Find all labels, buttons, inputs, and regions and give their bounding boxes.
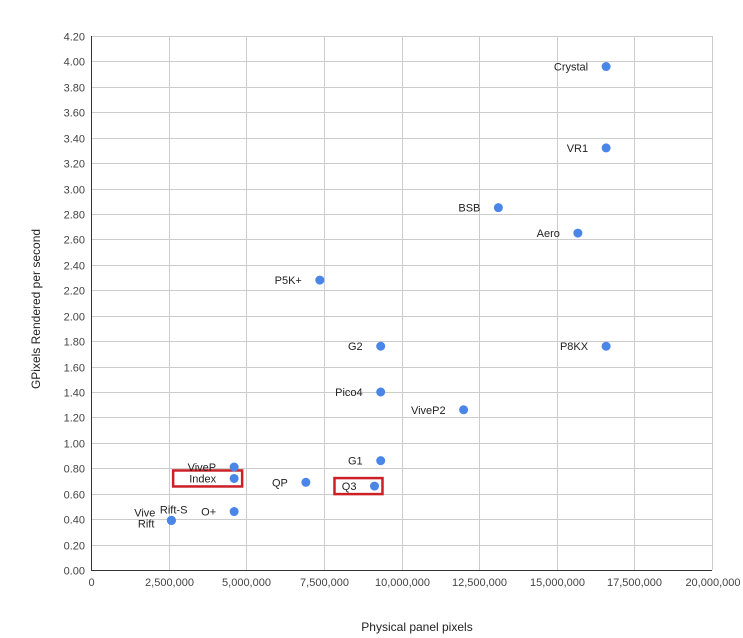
y-tick-label: 3.00 xyxy=(64,185,85,197)
point-label-aero: Aero xyxy=(537,228,560,240)
data-point-q3 xyxy=(369,481,379,491)
data-point-g1 xyxy=(376,456,386,466)
data-point-rift xyxy=(166,515,176,525)
point-label-qp: QP xyxy=(272,477,288,489)
point-label-index: Index xyxy=(189,473,216,485)
x-tick-label: 0 xyxy=(88,577,94,589)
y-tick-label: 3.80 xyxy=(64,83,85,95)
x-tick-label: 15,000,000 xyxy=(530,577,585,589)
point-label-p5k: P5K+ xyxy=(275,275,302,287)
axis-layer xyxy=(91,36,712,571)
x-axis-title: Physical panel pixels xyxy=(361,620,472,634)
data-point-index xyxy=(229,473,239,483)
data-point-o xyxy=(229,507,239,517)
x-tick-label: 20,000,000 xyxy=(685,577,740,589)
point-label-vive: Vive xyxy=(134,507,155,519)
point-label-bsb: BSB xyxy=(458,203,480,215)
y-tick-label: 1.00 xyxy=(64,439,85,451)
x-tick-label: 5,000,000 xyxy=(222,577,271,589)
point-label-vivep: ViveP xyxy=(188,462,217,474)
point-label-crystal: Crystal xyxy=(554,62,588,74)
point-label-p8kx: P8KX xyxy=(560,341,589,353)
data-point-qp xyxy=(301,477,311,487)
point-label-g2: G2 xyxy=(348,341,363,353)
point-label-o: O+ xyxy=(201,507,216,519)
y-tick-label: 2.00 xyxy=(64,312,85,324)
point-label-vivep2: ViveP2 xyxy=(411,405,446,417)
y-tick-label: 2.80 xyxy=(64,210,85,222)
data-point-vivep2 xyxy=(459,405,469,415)
y-tick-label: 0.80 xyxy=(64,464,85,476)
data-point-p8kx xyxy=(601,341,611,351)
y-tick-label: 1.80 xyxy=(64,337,85,349)
point-label-rift-s: Rift-S xyxy=(160,504,188,516)
y-tick-label: 0.40 xyxy=(64,515,85,527)
point-label-q3: Q3 xyxy=(342,481,357,493)
point-label-vr1: VR1 xyxy=(567,143,588,155)
data-point-vr1 xyxy=(601,143,611,153)
x-tick-label: 7,500,000 xyxy=(300,577,349,589)
highlight-box-index xyxy=(171,469,244,488)
tick-label-layer: 0.00 0.20 0.40 0.60 0.80 1.00 1.20 1.40 1.60 1.80… xyxy=(64,32,741,590)
point-label-rift: Rift xyxy=(138,518,155,530)
y-tick-label: 3.20 xyxy=(64,159,85,171)
y-tick-label: 2.20 xyxy=(64,286,85,298)
y-tick-label: 1.60 xyxy=(64,363,85,375)
data-point-bsb xyxy=(493,203,503,213)
point-label-layer: Crystal VR1 BSB Aero P5K+ G2 P8KX Pico4 ViveP2 G1… xyxy=(134,62,589,531)
highlight-layer xyxy=(171,469,384,496)
y-tick-label: 3.60 xyxy=(64,108,85,120)
y-tick-label: 0.00 xyxy=(64,566,85,578)
data-point-g2 xyxy=(376,341,386,351)
highlight-box-q3 xyxy=(333,476,384,496)
x-tick-label: 2,500,000 xyxy=(145,577,194,589)
grid-layer xyxy=(91,36,713,570)
y-tick-label: 2.60 xyxy=(64,235,85,247)
y-tick-label: 1.40 xyxy=(64,388,85,400)
y-tick-label: 4.00 xyxy=(64,57,85,69)
y-tick-label: 3.40 xyxy=(64,134,85,146)
y-tick-label: 2.40 xyxy=(64,261,85,273)
y-tick-label: 1.20 xyxy=(64,413,85,425)
point-label-g1: G1 xyxy=(348,456,363,468)
point-label-pico4: Pico4 xyxy=(335,387,363,399)
data-point-p5k xyxy=(315,275,325,285)
data-point-vivep xyxy=(229,462,239,472)
data-point-pico4 xyxy=(376,387,386,397)
data-point-aero xyxy=(573,228,583,238)
data-point-crystal xyxy=(601,62,611,72)
x-tick-label: 10,000,000 xyxy=(375,577,430,589)
y-tick-label: 0.20 xyxy=(64,541,85,553)
point-layer xyxy=(166,62,611,525)
y-axis-title: GPixels Rendered per second xyxy=(29,229,43,389)
x-tick-label: 12,500,000 xyxy=(452,577,507,589)
x-tick-label: 17,500,000 xyxy=(607,577,662,589)
y-tick-label: 4.20 xyxy=(64,32,85,44)
y-tick-label: 0.60 xyxy=(64,490,85,502)
